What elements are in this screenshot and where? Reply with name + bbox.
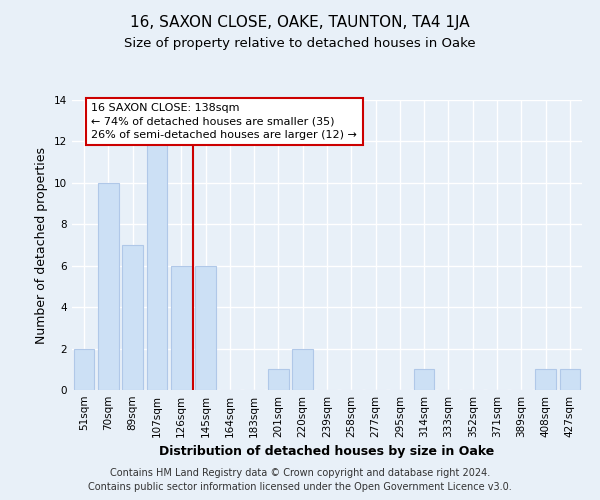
Bar xyxy=(171,266,191,390)
Bar xyxy=(560,370,580,390)
Bar xyxy=(414,370,434,390)
Bar xyxy=(146,142,167,390)
X-axis label: Distribution of detached houses by size in Oake: Distribution of detached houses by size … xyxy=(160,446,494,458)
Text: Size of property relative to detached houses in Oake: Size of property relative to detached ho… xyxy=(124,38,476,51)
Text: Contains public sector information licensed under the Open Government Licence v3: Contains public sector information licen… xyxy=(88,482,512,492)
Bar xyxy=(535,370,556,390)
Bar xyxy=(122,245,143,390)
Bar xyxy=(74,348,94,390)
Bar xyxy=(195,266,216,390)
Bar xyxy=(268,370,289,390)
Text: 16, SAXON CLOSE, OAKE, TAUNTON, TA4 1JA: 16, SAXON CLOSE, OAKE, TAUNTON, TA4 1JA xyxy=(130,15,470,30)
Y-axis label: Number of detached properties: Number of detached properties xyxy=(35,146,49,344)
Bar xyxy=(98,183,119,390)
Text: 16 SAXON CLOSE: 138sqm
← 74% of detached houses are smaller (35)
26% of semi-det: 16 SAXON CLOSE: 138sqm ← 74% of detached… xyxy=(91,103,358,140)
Bar xyxy=(292,348,313,390)
Text: Contains HM Land Registry data © Crown copyright and database right 2024.: Contains HM Land Registry data © Crown c… xyxy=(110,468,490,477)
